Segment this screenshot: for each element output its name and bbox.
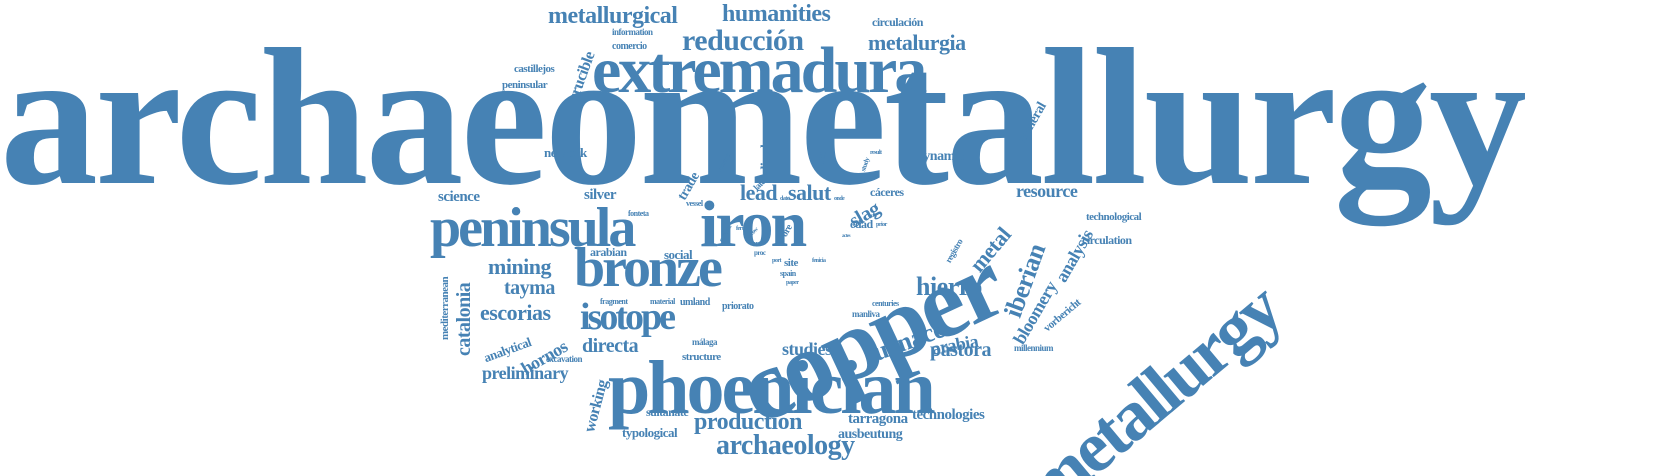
word-term: term bbox=[868, 214, 877, 219]
word-studies: studies bbox=[782, 339, 832, 359]
word-actes: actes bbox=[842, 234, 851, 239]
word-tayma: tayma bbox=[504, 277, 555, 299]
word-vessel: vessel bbox=[686, 199, 703, 208]
word-fragment: fragment bbox=[600, 297, 628, 306]
word-archaeology: archaeology bbox=[716, 430, 855, 461]
word-aliseda: aliseda bbox=[759, 138, 774, 176]
word-network: network bbox=[544, 145, 587, 160]
word-ausbeutung: ausbeutung bbox=[838, 427, 903, 442]
word-priorato: priorato bbox=[722, 301, 754, 312]
word-salut: salut bbox=[788, 180, 831, 205]
word-technological: technological bbox=[1086, 211, 1142, 223]
word-pastora: pastora bbox=[930, 339, 991, 361]
word-technologies: technologies bbox=[912, 407, 985, 423]
word-spain: spain bbox=[780, 269, 796, 278]
word-archaeometallurgy: archaeometallurgy bbox=[0, 9, 1527, 226]
word-catalonia: catalonia bbox=[453, 282, 475, 356]
word-dynamic: dynamic bbox=[916, 149, 964, 164]
word-social: social bbox=[664, 247, 693, 262]
word-phoenician: phoenician bbox=[608, 346, 936, 430]
word-peninsular: peninsular bbox=[502, 79, 548, 91]
word-fenicia: fenicia bbox=[812, 258, 826, 264]
word-date: date bbox=[780, 196, 790, 202]
word-prior: prior bbox=[876, 222, 887, 228]
word-structure: structure bbox=[682, 351, 721, 363]
word-proc: proc bbox=[754, 249, 766, 257]
word-mining: mining bbox=[488, 254, 552, 279]
word-typological: typological bbox=[622, 425, 678, 440]
word-extremadura: extremadura bbox=[592, 34, 927, 107]
word-mediterranean: mediterranean bbox=[439, 276, 451, 340]
word-circulacion: circulación bbox=[872, 15, 923, 29]
word-silver: silver bbox=[584, 187, 617, 203]
word-material: material bbox=[650, 297, 675, 306]
word-information: information bbox=[612, 27, 653, 37]
word-millennium: millennium bbox=[1014, 343, 1054, 353]
word-iron: iron bbox=[700, 188, 807, 261]
word-tarragona: tarragona bbox=[848, 411, 908, 427]
word-sultanate: sultanate bbox=[646, 405, 689, 419]
word-centuries: centuries bbox=[872, 299, 899, 308]
word-isotope: isotope bbox=[580, 296, 676, 338]
word-result: result bbox=[870, 150, 882, 156]
word-comercio: comercio bbox=[612, 41, 647, 52]
word-metallurgy: metallurgy bbox=[1009, 268, 1296, 476]
word-fertile: fertile bbox=[736, 226, 748, 232]
word-production: production bbox=[694, 409, 802, 435]
word-science: science bbox=[438, 189, 480, 205]
word-excavation: excavation bbox=[546, 354, 583, 364]
word-onde: onde bbox=[834, 196, 845, 202]
word-metallurgical: metallurgical bbox=[548, 3, 678, 29]
word-site: site bbox=[784, 257, 798, 269]
word-humanities: humanities bbox=[722, 1, 831, 27]
word-circulation: circulation bbox=[1082, 233, 1132, 247]
word-working: working bbox=[581, 378, 612, 435]
word-arabian: arabian bbox=[590, 245, 627, 259]
word-manliva: manliva bbox=[852, 309, 880, 319]
word-metalurgia: metalurgia bbox=[868, 30, 966, 55]
word-resource: resource bbox=[1016, 181, 1078, 201]
word-preliminary: preliminary bbox=[482, 363, 569, 383]
word-art: art bbox=[752, 239, 761, 248]
word-castillejos: castillejos bbox=[514, 63, 555, 75]
word-peninsula: peninsula bbox=[430, 197, 636, 259]
word-fonteta: fonteta bbox=[628, 209, 649, 218]
word-caceres: cáceres bbox=[870, 185, 904, 199]
word-edad: edad bbox=[850, 217, 873, 231]
word-escorias: escorias bbox=[480, 300, 551, 325]
word-directa: directa bbox=[582, 335, 639, 357]
word-paper: paper bbox=[786, 280, 799, 286]
word-bronze: bronze bbox=[574, 237, 723, 299]
word-lead: lead bbox=[740, 180, 778, 205]
word-port: port bbox=[772, 258, 782, 264]
word-umland: umland bbox=[680, 297, 710, 308]
word-hierro: hierro bbox=[916, 272, 982, 301]
word-reduccion: reducción bbox=[682, 24, 804, 57]
word-malaga: málaga bbox=[692, 337, 718, 347]
